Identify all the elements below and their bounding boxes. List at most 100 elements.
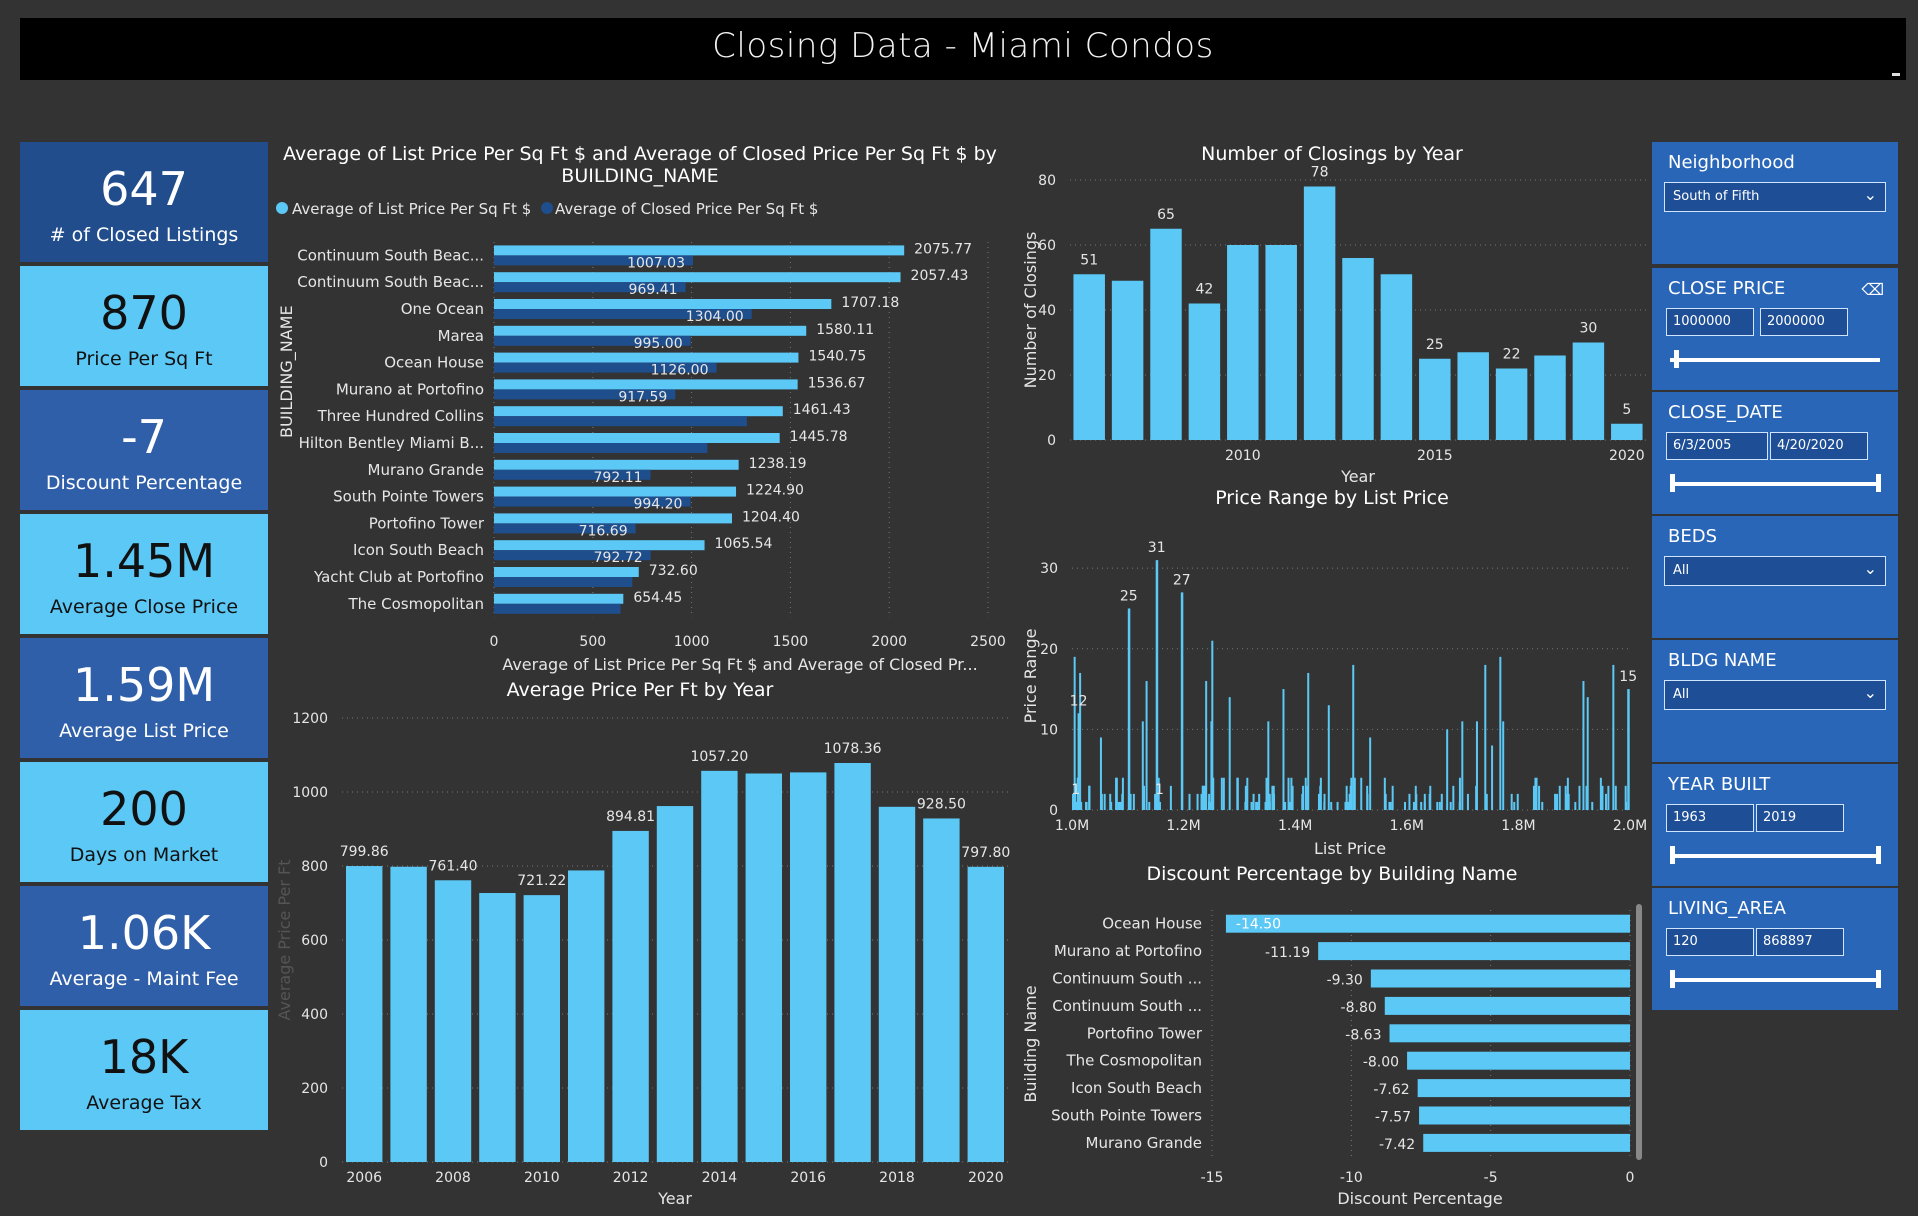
bar bbox=[1534, 355, 1566, 440]
y-tick-label: Murano Grande bbox=[1086, 1134, 1203, 1152]
bar bbox=[1625, 801, 1628, 810]
y-tick-label: South Pointe Towers bbox=[1051, 1107, 1202, 1125]
y-tick-label: 40 bbox=[1038, 303, 1056, 319]
bar bbox=[1461, 721, 1464, 810]
bar bbox=[656, 806, 694, 1162]
kpi-label: Average - Maint Fee bbox=[49, 968, 239, 990]
bar bbox=[1436, 801, 1439, 810]
slider-handle[interactable] bbox=[1876, 474, 1881, 492]
bar bbox=[1591, 801, 1594, 810]
bldg-name-dropdown[interactable]: All ⌄ bbox=[1664, 680, 1886, 710]
close-price-max-input[interactable]: 2000000 bbox=[1760, 308, 1848, 336]
x-axis-title: Discount Percentage bbox=[1337, 1189, 1502, 1208]
chevron-down-icon: ⌄ bbox=[1863, 185, 1877, 204]
slider-handle[interactable] bbox=[1876, 970, 1881, 988]
bar bbox=[1412, 801, 1415, 810]
slider-handle[interactable] bbox=[1670, 846, 1675, 864]
bar bbox=[1228, 697, 1231, 810]
slider-handle[interactable] bbox=[1670, 970, 1675, 988]
bar-closed-price bbox=[494, 496, 691, 507]
bar bbox=[1273, 793, 1276, 810]
kpi-label: Average List Price bbox=[59, 720, 229, 742]
data-label: 1461.43 bbox=[793, 402, 851, 418]
data-label: 1057.20 bbox=[690, 749, 748, 765]
x-tick-label: 1000 bbox=[674, 634, 710, 650]
kpi-value: 1.06K bbox=[77, 906, 211, 960]
bar bbox=[1366, 785, 1369, 810]
bar bbox=[1419, 1106, 1630, 1125]
bar bbox=[1513, 801, 1516, 810]
beds-dropdown[interactable]: All ⌄ bbox=[1664, 556, 1886, 586]
y-tick-label: Hilton Bentley Miami B... bbox=[299, 434, 484, 452]
data-label: 1580.11 bbox=[816, 322, 874, 338]
year-built-max-input[interactable]: 2019 bbox=[1756, 804, 1844, 832]
bar bbox=[1352, 664, 1355, 810]
data-label: 654.45 bbox=[633, 590, 682, 606]
kpi-card: 870 Price Per Sq Ft bbox=[20, 266, 268, 386]
x-tick-label: -5 bbox=[1484, 1170, 1498, 1186]
y-axis-title: Average Price Per Ft bbox=[275, 860, 294, 1021]
x-tick-label: 1.8M bbox=[1501, 818, 1535, 834]
data-label: 42 bbox=[1195, 282, 1213, 298]
neighborhood-dropdown[interactable]: South of Fifth ⌄ bbox=[1664, 182, 1886, 212]
living-area-slider-track[interactable] bbox=[1670, 978, 1880, 982]
data-label: 732.60 bbox=[649, 563, 698, 579]
close-date-end-input[interactable]: 4/20/2020 bbox=[1770, 432, 1868, 460]
close-date-slider-track[interactable] bbox=[1670, 482, 1880, 486]
year-built-min-input[interactable]: 1963 bbox=[1666, 804, 1754, 832]
bar-list-price bbox=[494, 272, 901, 283]
bar bbox=[434, 880, 472, 1162]
living-area-min-input[interactable]: 120 bbox=[1666, 928, 1754, 956]
data-label: 928.50 bbox=[917, 796, 966, 812]
bar bbox=[1347, 801, 1350, 810]
bar-list-price bbox=[494, 245, 905, 256]
slider-handle[interactable] bbox=[1876, 846, 1881, 864]
bar-list-price bbox=[494, 299, 832, 309]
x-axis-title: Average of List Price Per Sq Ft $ and Av… bbox=[502, 655, 977, 674]
minimize-icon[interactable] bbox=[1892, 73, 1900, 76]
slicer-beds: BEDS All ⌄ bbox=[1652, 516, 1898, 638]
bar bbox=[1403, 801, 1406, 810]
bar bbox=[1423, 801, 1426, 810]
living-area-max-input[interactable]: 868897 bbox=[1756, 928, 1844, 956]
bar bbox=[1236, 777, 1239, 810]
bar bbox=[1495, 368, 1528, 440]
bar bbox=[1282, 689, 1285, 810]
eraser-icon[interactable]: ⌫ bbox=[1861, 280, 1884, 299]
y-tick-label: Marea bbox=[438, 327, 484, 345]
bar bbox=[567, 870, 605, 1162]
bar-list-price bbox=[494, 540, 705, 551]
bar bbox=[1342, 258, 1374, 440]
bar bbox=[1360, 777, 1363, 810]
data-label: -7.62 bbox=[1373, 1082, 1409, 1098]
slicer-neighborhood: Neighborhood South of Fifth ⌄ bbox=[1652, 142, 1898, 264]
bar bbox=[1129, 793, 1132, 810]
y-tick-label: Continuum South Beac... bbox=[297, 273, 484, 291]
kpi-card: 1.06K Average - Maint Fee bbox=[20, 886, 268, 1006]
bar bbox=[1391, 785, 1394, 810]
close-date-start-input[interactable]: 6/3/2005 bbox=[1666, 432, 1768, 460]
bar bbox=[1380, 274, 1413, 440]
x-tick-label: 2500 bbox=[970, 634, 1006, 650]
kpi-value: 200 bbox=[100, 782, 188, 836]
data-label: 27 bbox=[1173, 572, 1191, 588]
y-axis-title: Price Range bbox=[1021, 629, 1040, 724]
slider-handle[interactable] bbox=[1674, 350, 1679, 368]
close-price-slider-track[interactable] bbox=[1670, 358, 1880, 362]
y-tick-label: Murano at Portofino bbox=[336, 380, 484, 398]
chart-closings-by-year: Number of Closings by Year 0 20 40 60 80 51 65 4… bbox=[1021, 143, 1646, 486]
close-price-min-input[interactable]: 1000000 bbox=[1666, 308, 1754, 336]
x-axis-title: Year bbox=[1340, 467, 1375, 486]
y-tick-label: Ocean House bbox=[384, 354, 484, 372]
bar bbox=[1227, 245, 1259, 440]
bar bbox=[1073, 793, 1076, 810]
slider-handle[interactable] bbox=[1670, 474, 1675, 492]
bar bbox=[1074, 801, 1078, 810]
bar bbox=[1541, 801, 1544, 810]
data-label: 1540.75 bbox=[808, 349, 866, 365]
bar bbox=[1475, 785, 1478, 810]
x-tick-label: 2.0M bbox=[1613, 818, 1647, 834]
bar bbox=[1306, 801, 1309, 810]
x-tick-label: 2020 bbox=[968, 1170, 1004, 1186]
year-built-slider-track[interactable] bbox=[1670, 854, 1880, 858]
